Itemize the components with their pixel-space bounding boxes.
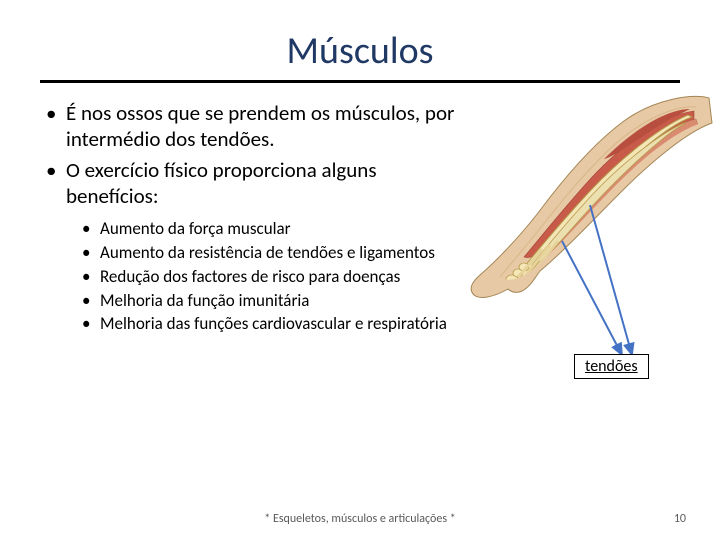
- illustration-column: [470, 101, 680, 338]
- page-number: 10: [674, 512, 686, 526]
- title-underline: [40, 80, 680, 83]
- slide-footer: * Esqueletos, músculos e articulações *: [0, 512, 720, 526]
- sub-bullet-1: Aumento da força muscular: [72, 219, 470, 240]
- sub-bullet-list: Aumento da força muscular Aumento da res…: [72, 219, 470, 335]
- slide: Músculos É nos ossos que se prendem os m…: [0, 0, 720, 540]
- tendon-callout-label: tendões: [574, 354, 649, 379]
- content-row: É nos ossos que se prendem os músculos, …: [40, 101, 680, 338]
- sub-bullet-5: Melhoria das funções cardiovascular e re…: [72, 314, 470, 335]
- sub-bullet-4: Melhoria da função imunitária: [72, 291, 470, 312]
- main-bullet-1: É nos ossos que se prendem os músculos, …: [40, 101, 470, 152]
- sub-bullet-3: Redução dos factores de risco para doenç…: [72, 267, 470, 288]
- sub-bullet-2: Aumento da resistência de tendões e liga…: [72, 243, 470, 264]
- main-bullet-2: O exercício físico proporciona alguns be…: [40, 158, 470, 209]
- text-column: É nos ossos que se prendem os músculos, …: [40, 101, 470, 338]
- main-bullet-list: É nos ossos que se prendem os músculos, …: [40, 101, 470, 209]
- page-title: Músculos: [40, 28, 680, 74]
- forearm-illustration: [464, 93, 714, 313]
